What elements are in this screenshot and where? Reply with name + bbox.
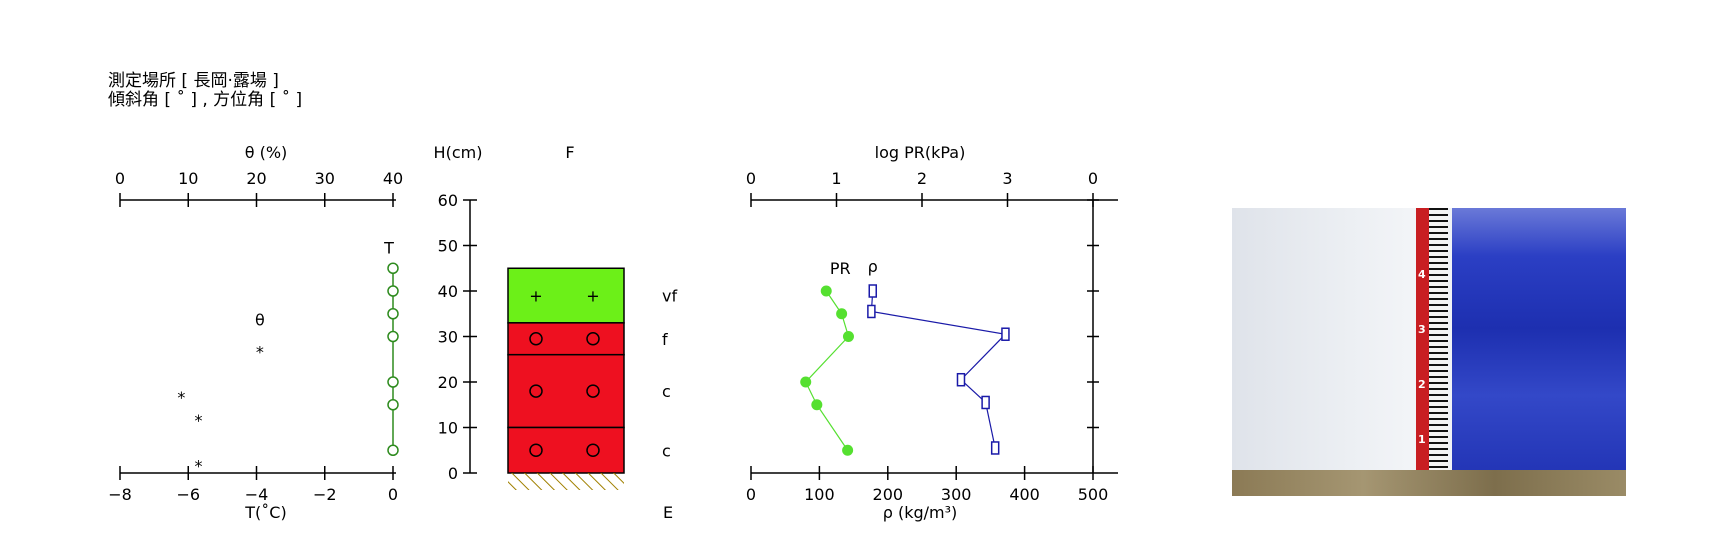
temperature-tick-label: −4	[245, 485, 269, 504]
pr-point	[820, 285, 832, 297]
theta-axis-title: θ (%)	[245, 143, 288, 162]
snow-layer	[507, 426, 625, 474]
theta-tick-label: 10	[178, 169, 198, 188]
theta-tick-label: 40	[383, 169, 403, 188]
height-tick-label: 0	[448, 464, 458, 483]
ruler-digit: 4	[1418, 268, 1426, 281]
density-point	[956, 372, 966, 387]
temperature-point	[387, 330, 399, 343]
ground-hatch	[508, 473, 624, 490]
slope-azimuth-label: 傾斜角 [ ˚ ] , 方位角 [ ˚ ]	[108, 90, 303, 110]
temperature-point	[387, 262, 399, 274]
pr-point	[836, 308, 848, 320]
pr-tick-label: 1	[831, 169, 841, 188]
pr-tick-label: 0	[1088, 169, 1098, 188]
grain-form-title: F	[565, 143, 574, 162]
height-tick-label: 20	[438, 373, 458, 392]
grain-symbol: +	[586, 287, 599, 306]
pr-point	[800, 376, 812, 388]
temperature-tick-label: −6	[176, 485, 200, 504]
density-tick-label: 200	[873, 485, 904, 504]
site-title: 測定場所 [ 長岡·露場 ]	[108, 71, 279, 91]
height-tick-label: 50	[438, 237, 458, 256]
grain-symbol	[529, 443, 543, 457]
temperature-point	[387, 285, 399, 297]
grain-symbol: +	[529, 287, 542, 306]
pr-point	[811, 399, 823, 411]
theta-point: *	[194, 456, 202, 475]
theta-point: *	[177, 388, 185, 407]
layer-grain-label: f	[662, 330, 668, 349]
density-tick-label: 0	[746, 485, 756, 504]
height-tick-label: 40	[438, 282, 458, 301]
density-tick-label: 400	[1009, 485, 1040, 504]
theta-point: *	[194, 411, 202, 430]
grain-symbol	[529, 384, 543, 398]
density-series-label: ρ	[868, 257, 878, 276]
pr-tick-label: 3	[1002, 169, 1012, 188]
density-point	[1001, 327, 1010, 341]
theta-point: *	[256, 343, 264, 362]
pr-tick-label: 0	[746, 169, 756, 188]
theta-series-label: θ	[255, 311, 265, 330]
pr-point	[842, 444, 854, 456]
snow-layer	[507, 322, 625, 356]
ruler-digit: 2	[1418, 378, 1426, 391]
pr-tick-label: 2	[917, 169, 927, 188]
layer-grain-label: vf	[662, 287, 677, 306]
snow-layer	[507, 267, 625, 324]
temperature-point	[387, 399, 399, 411]
height-axis-title: H(cm)	[434, 143, 483, 162]
snow-pit-photo: 4 3 2 1	[1232, 208, 1626, 496]
height-tick-label: 60	[438, 191, 458, 210]
temperature-axis-title: T(˚C)	[244, 503, 286, 522]
pr-series-label: PR	[830, 259, 851, 278]
ruler-digit: 1	[1418, 433, 1426, 446]
height-tick-label: 10	[438, 419, 458, 438]
temperature-point	[387, 376, 399, 388]
density-point	[867, 304, 876, 319]
density-point	[990, 441, 1000, 455]
layer-grain-label: c	[662, 441, 671, 460]
grain-symbol	[586, 384, 600, 398]
density-point	[868, 284, 878, 298]
grain-symbol	[529, 332, 543, 346]
height-tick-label: 30	[438, 328, 458, 347]
ruler-digit: 3	[1418, 323, 1426, 336]
grain-symbol	[586, 332, 600, 346]
density-axis-title: ρ (kg/m³)	[883, 503, 958, 522]
temperature-tick-label: 0	[388, 485, 398, 504]
ruler-icon	[1416, 208, 1429, 484]
ground-label: E	[663, 503, 673, 522]
grain-symbol	[586, 443, 600, 457]
temperature-point	[387, 444, 399, 456]
density-tick-label: 300	[941, 485, 972, 504]
density-line	[870, 290, 1007, 449]
pr-axis-title: log PR(kPa)	[875, 143, 966, 162]
snow-layer	[507, 353, 625, 429]
theta-tick-label: 20	[246, 169, 266, 188]
temperature-tick-label: −2	[313, 485, 337, 504]
layer-grain-label: c	[662, 382, 671, 401]
density-tick-label: 100	[804, 485, 835, 504]
density-tick-label: 500	[1078, 485, 1109, 504]
stratigraphy-panel: 0 10 20 30 40 50 60 H(cm) F E + + vf f c c	[434, 143, 678, 522]
theta-tick-label: 0	[115, 169, 125, 188]
theta-tick-label: 30	[315, 169, 335, 188]
temperature-tick-label: −8	[108, 485, 132, 504]
temperature-moisture-panel: 0 10 20 30 40 −8 −6 −4 −2 0 θ (%) T(˚C) T * * * * θ	[108, 143, 403, 522]
temperature-point	[387, 308, 399, 320]
density-point	[981, 395, 990, 410]
pr-point	[842, 331, 854, 342]
temperature-series-label: T	[383, 238, 394, 257]
